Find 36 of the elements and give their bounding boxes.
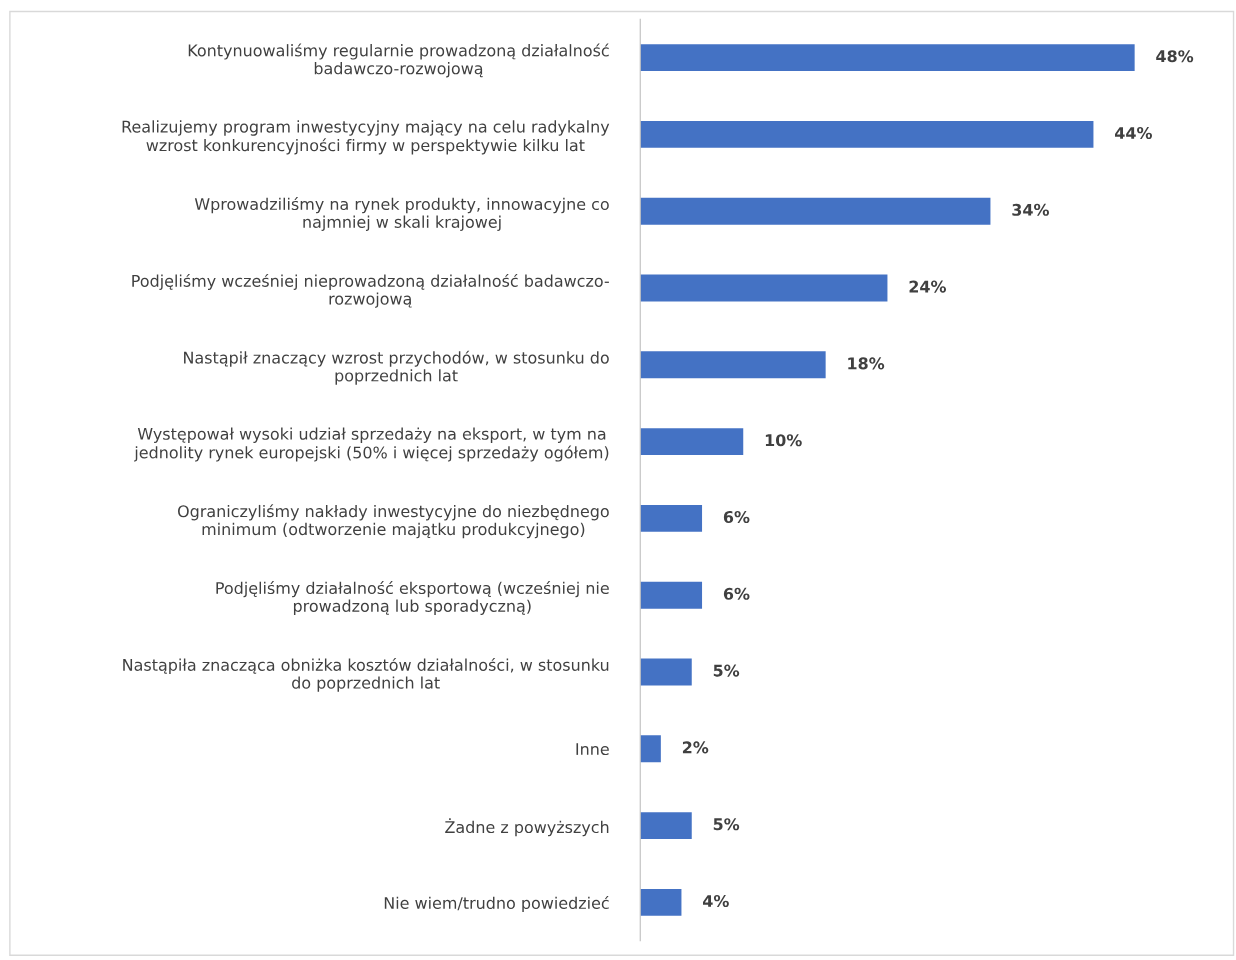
y-tick-label: Wprowadziliśmy na rynek produkty, innowacyjne co najmniej w skali krajowej: [194, 197, 609, 232]
bar: [640, 44, 1135, 72]
bar: [640, 120, 1094, 148]
bar: [640, 504, 703, 532]
y-tick-label: Występował wysoki udział sprzedaży na eksport, w tym na jednolity rynek europejski (50% i więcej sprzedaży ogółem): [134, 427, 609, 462]
bar: [640, 197, 991, 225]
data-label: 6%: [723, 587, 750, 600]
y-tick-label: Nie wiem/trudno powiedzieć: [384, 896, 609, 913]
y-tick-label: Nastąpił znaczący wzrost przychodów, w stosunku do poprzednich lat: [184, 350, 609, 385]
data-label: 10%: [765, 434, 802, 447]
data-label: 2%: [682, 741, 709, 754]
bar: [640, 274, 888, 302]
data-label: 6%: [723, 510, 750, 524]
data-label: 34%: [1012, 203, 1049, 216]
y-tick-label: Kontynuowaliśmy regularnie prowadzoną działalność badawczo-rozwojową: [188, 43, 609, 78]
bar: [640, 658, 692, 686]
bar: [640, 351, 826, 379]
bar: [640, 581, 703, 609]
y-tick-label: Podjęliśmy wcześniej nieprowadzoną działalność badawczo- rozwojową: [132, 273, 609, 308]
data-label: 4%: [703, 894, 729, 908]
data-label: 24%: [909, 280, 946, 293]
bar: [640, 428, 744, 456]
y-tick-label: Realizujemy program inwestycyjny mający na celu radykalny wzrost konkurencyjności firmy w perspektywie kilku lat: [122, 120, 610, 155]
data-label: 18%: [848, 357, 885, 370]
data-label: 44%: [1115, 126, 1152, 140]
y-tick-label: Inne: [576, 743, 609, 756]
y-tick-label: Nastąpiła znacząca obniżka kosztów działalności, w stosunku do poprzednich lat: [123, 657, 609, 692]
y-tick-label: Żadne z powyższych: [445, 818, 609, 837]
data-label: 5%: [713, 664, 740, 677]
bar: [640, 888, 682, 916]
bar: [640, 735, 661, 763]
y-tick-label: Ograniczyliśmy nakłady inwestycyjne do niezbędnego minimum (odtworzenie majątku produkcyjnego): [177, 504, 609, 539]
y-tick-label: Podjęliśmy działalność eksportową (wcześniej nie prowadzoną lub sporadyczną): [216, 581, 609, 616]
data-label: 5%: [713, 818, 740, 831]
data-label: 48%: [1156, 50, 1194, 63]
bar: [640, 812, 692, 840]
